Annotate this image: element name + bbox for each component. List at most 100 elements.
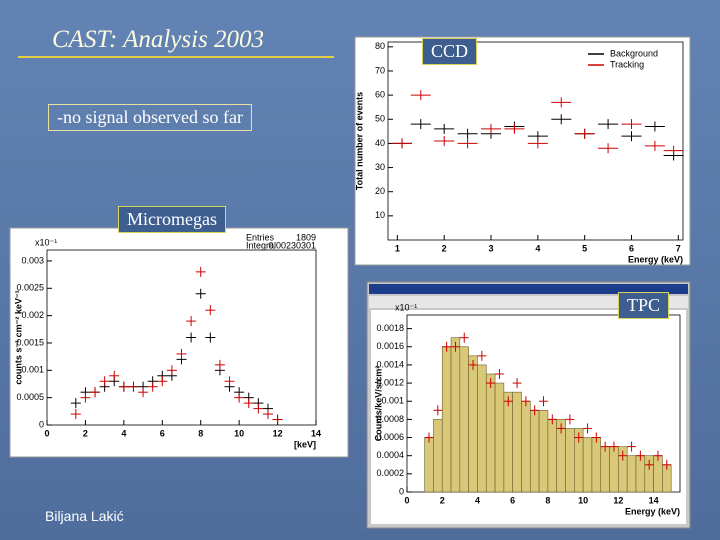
data-point xyxy=(609,441,619,452)
x-tick-label: 2 xyxy=(440,495,445,505)
toolbar xyxy=(369,296,688,308)
tpc-label: TPC xyxy=(618,292,670,319)
y-tick-label: 40 xyxy=(375,138,385,148)
data-point xyxy=(504,123,525,134)
data-point xyxy=(186,316,197,327)
legend-label: Background xyxy=(610,48,658,58)
data-point xyxy=(147,381,158,392)
y-tick-label: 0.0012 xyxy=(376,377,404,387)
window-titlebar xyxy=(369,284,688,294)
data-point xyxy=(205,332,216,343)
data-point xyxy=(451,341,460,352)
histogram-bar xyxy=(503,391,513,493)
histogram-bar xyxy=(424,437,434,493)
data-point xyxy=(527,138,548,149)
data-point xyxy=(234,392,245,403)
data-point xyxy=(195,266,206,277)
histogram-bar xyxy=(521,400,531,493)
y-tick-label: 0 xyxy=(39,419,44,429)
data-point xyxy=(80,392,91,403)
x-tick-label: 2 xyxy=(83,428,88,438)
data-point xyxy=(138,387,149,398)
data-point xyxy=(627,441,636,452)
data-point xyxy=(621,131,642,142)
y-tick-label: 0.0006 xyxy=(376,432,404,442)
data-point xyxy=(434,123,455,134)
x-tick-label: 4 xyxy=(121,428,126,438)
data-point xyxy=(600,441,610,452)
y-tick-label: 0.0016 xyxy=(376,341,404,351)
data-point xyxy=(457,128,478,139)
x-tick-label: 1 xyxy=(395,243,400,253)
axis-exponent: x10⁻¹ xyxy=(395,302,417,312)
data-point xyxy=(195,288,206,299)
data-point xyxy=(410,90,431,101)
data-point xyxy=(481,123,502,134)
y-tick-label: 0.0008 xyxy=(376,414,404,424)
panel xyxy=(9,227,349,458)
y-tick-label: 0 xyxy=(399,486,404,496)
x-tick-label: 5 xyxy=(582,243,587,253)
micromegas-label: Micromegas xyxy=(118,206,226,233)
histogram-bar xyxy=(626,455,637,493)
data-point xyxy=(539,396,548,407)
data-point xyxy=(521,396,531,407)
data-point xyxy=(512,378,522,389)
data-point xyxy=(128,381,139,392)
data-point xyxy=(653,450,663,461)
data-point xyxy=(547,414,557,425)
data-point xyxy=(468,359,478,370)
data-point xyxy=(598,143,619,154)
x-tick-label: 4 xyxy=(475,495,480,505)
y-tick-label: 30 xyxy=(375,162,385,172)
x-tick-label: 6 xyxy=(629,243,634,253)
histogram-bar xyxy=(600,446,610,493)
data-point xyxy=(272,414,283,425)
y-axis-label: Counts/keV/s/cm² xyxy=(373,366,383,442)
x-tick-label: 8 xyxy=(198,428,203,438)
histogram-bar xyxy=(635,455,646,493)
histogram-bar xyxy=(485,373,496,493)
data-point xyxy=(109,370,120,381)
data-point xyxy=(621,119,642,130)
data-point xyxy=(644,121,665,132)
data-point xyxy=(644,140,665,151)
data-point xyxy=(410,119,431,130)
x-tick-label: 3 xyxy=(489,243,494,253)
legend-label: Tracking xyxy=(610,59,644,69)
y-tick-label: 70 xyxy=(375,65,385,75)
data-point xyxy=(70,409,81,420)
data-point xyxy=(495,369,504,379)
histogram-bar xyxy=(653,455,663,493)
x-tick-label: 0 xyxy=(44,428,49,438)
stats-value: 1809 xyxy=(296,232,316,242)
x-tick-label: 12 xyxy=(613,495,623,505)
y-tick-label: 50 xyxy=(375,114,385,124)
histogram-bar xyxy=(547,419,558,493)
data-point xyxy=(176,348,187,359)
data-point xyxy=(556,423,566,434)
data-point xyxy=(457,138,478,149)
y-tick-label: 0.002 xyxy=(21,310,44,320)
x-tick-label: 2 xyxy=(442,243,447,253)
y-tick-label: 80 xyxy=(375,41,385,51)
x-tick-label: 10 xyxy=(234,428,244,438)
plot-frame xyxy=(46,249,317,426)
data-point xyxy=(583,423,592,434)
data-point xyxy=(166,365,177,376)
data-point xyxy=(598,119,619,130)
data-point xyxy=(224,376,235,387)
data-point xyxy=(442,341,452,352)
data-point xyxy=(253,403,264,414)
panel xyxy=(354,36,691,266)
x-tick-label: 4 xyxy=(535,243,540,253)
x-tick-label: 7 xyxy=(676,243,681,253)
histogram-bar xyxy=(565,428,575,493)
data-point xyxy=(574,128,595,139)
data-point xyxy=(551,97,572,108)
y-tick-label: 0.001 xyxy=(381,396,404,406)
y-tick-label: 0.0014 xyxy=(376,359,404,369)
data-point xyxy=(186,332,197,343)
data-point xyxy=(433,405,443,416)
